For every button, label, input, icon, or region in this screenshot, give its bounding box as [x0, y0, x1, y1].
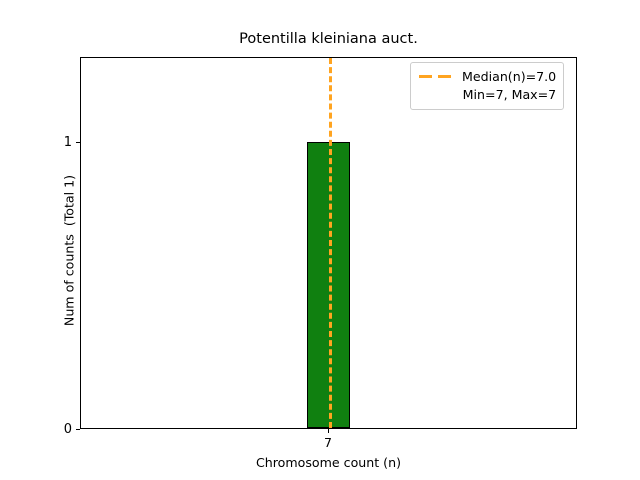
legend-item-median: Median(n)=7.0	[418, 68, 556, 86]
x-axis-tick-label-7: 7	[323, 435, 332, 450]
page-title: Potentilla kleiniana auct.	[239, 31, 418, 47]
legend-label-median: Median(n)=7.0	[462, 69, 557, 84]
plot-area	[80, 57, 577, 429]
y-axis-tick-label-0: 0	[63, 422, 72, 437]
legend-item-minmax: Min=7, Max=7	[418, 86, 557, 104]
x-axis-label: Chromosome count (n)	[256, 455, 401, 470]
x-axis-tick-mark-7	[328, 429, 329, 433]
y-axis-tick-mark-1	[76, 141, 80, 143]
y-axis-label: Num of counts (Total 1)	[61, 174, 77, 327]
legend-label-minmax: Min=7, Max=7	[462, 87, 557, 102]
median-line	[328, 58, 332, 428]
y-axis-tick-label-1: 1	[63, 135, 72, 150]
dashed-line-icon	[418, 71, 454, 83]
legend: Median(n)=7.0 Min=7, Max=7	[410, 62, 565, 110]
y-axis-tick-mark-0	[76, 428, 80, 430]
